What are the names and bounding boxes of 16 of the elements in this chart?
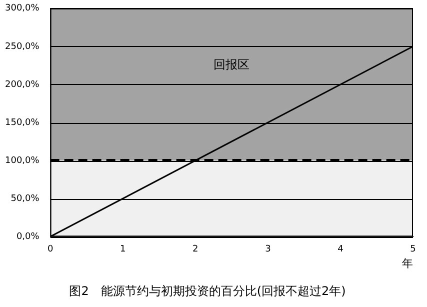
text: 图2 能源节约与初期投资的百分比(回报不超过2年) xyxy=(69,284,346,298)
x-tick-label: 4 xyxy=(338,244,344,254)
x-tick-label: 5 xyxy=(410,244,416,254)
y-tick-label: 0,0% xyxy=(16,232,40,242)
x-tick-label: 2 xyxy=(192,244,198,254)
y-tick-label: 100,0% xyxy=(4,156,40,166)
y-tick-label: 300,0% xyxy=(4,4,40,14)
band-label: 回报区 xyxy=(214,58,250,72)
y-tick-label: 150,0% xyxy=(4,118,40,128)
x-tick-label: 1 xyxy=(120,244,126,254)
y-tick-label: 200,0% xyxy=(4,80,40,90)
y-tick-label: 250,0% xyxy=(4,42,40,52)
x-tick-label: 3 xyxy=(265,244,271,254)
x-axis-title: 年 xyxy=(402,256,413,270)
x-tick-label: 0 xyxy=(47,244,54,254)
y-tick-label: 50,0% xyxy=(10,194,40,204)
